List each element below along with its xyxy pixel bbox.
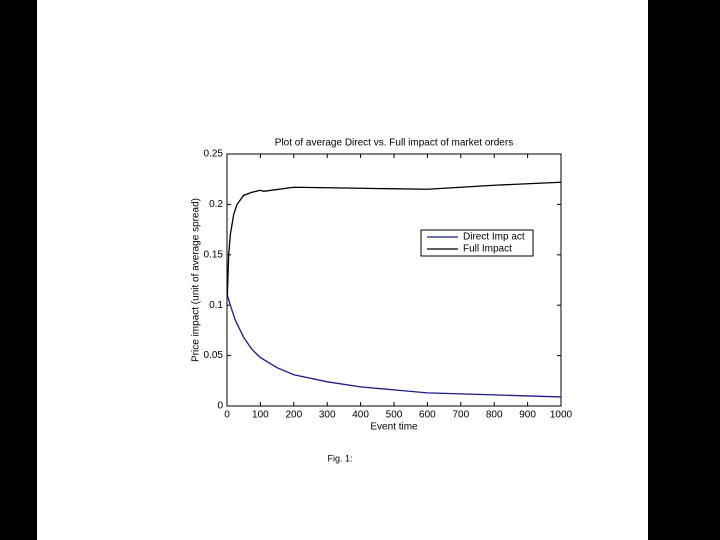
x-tick-label: 700 bbox=[452, 410, 469, 421]
x-axis-label: Event time bbox=[370, 422, 418, 433]
legend-label: Direct Imp act bbox=[463, 232, 525, 243]
x-tick-label: 0 bbox=[224, 410, 230, 421]
data-line bbox=[226, 294, 562, 398]
x-tick-label: 1000 bbox=[550, 410, 573, 421]
x-tick-label: 800 bbox=[486, 410, 503, 421]
x-tick-label: 900 bbox=[519, 410, 536, 421]
slide-background bbox=[37, 0, 648, 540]
y-tick-label: 0.05 bbox=[204, 350, 224, 361]
y-axis-label: Price impact (unit of average spread) bbox=[191, 198, 202, 362]
y-tick-label: 0.15 bbox=[204, 249, 224, 260]
y-tick-label: 0.2 bbox=[209, 199, 223, 210]
caption: Fig. 1: bbox=[327, 453, 352, 463]
chart-title: Plot of average Direct vs. Full impact o… bbox=[275, 138, 513, 149]
legend-box bbox=[420, 229, 534, 257]
y-tick-label: 0.1 bbox=[209, 300, 223, 311]
y-tick-label: 0.25 bbox=[204, 149, 224, 160]
legend-label: Full Impact bbox=[463, 244, 512, 255]
y-tick-label: 0 bbox=[217, 401, 223, 412]
x-tick-label: 100 bbox=[252, 410, 269, 421]
x-tick-label: 600 bbox=[419, 410, 436, 421]
x-tick-label: 200 bbox=[285, 410, 302, 421]
x-tick-label: 500 bbox=[386, 410, 403, 421]
x-tick-label: 300 bbox=[319, 410, 336, 421]
data-line bbox=[226, 181, 562, 296]
x-tick-label: 400 bbox=[352, 410, 369, 421]
